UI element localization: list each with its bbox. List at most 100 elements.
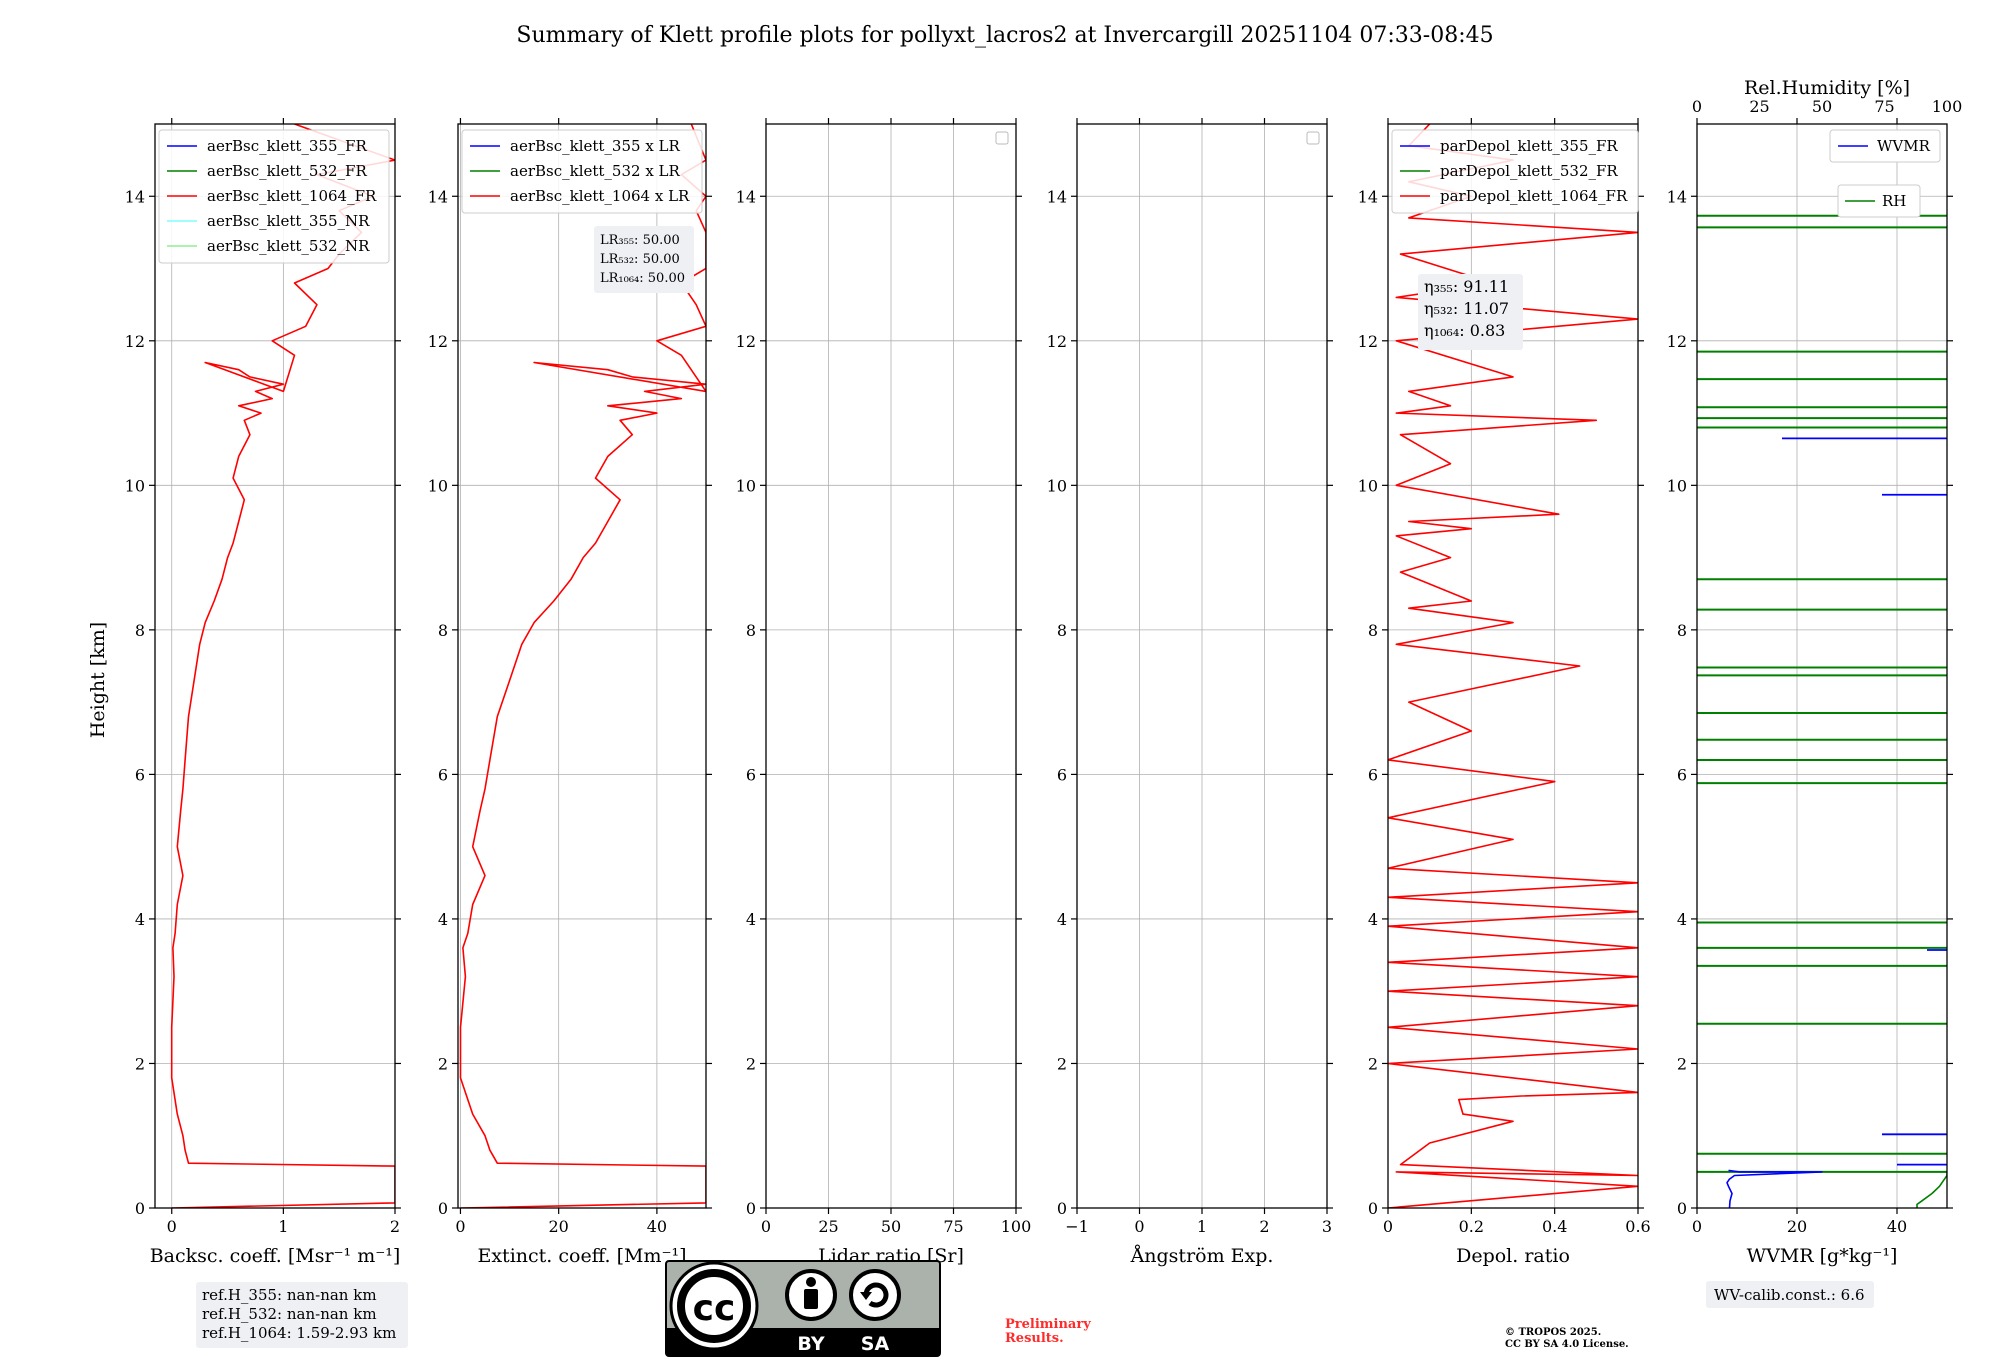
x-tick-label: 0	[167, 1217, 177, 1236]
annotation-box: LR₃₅₅: 50.00 LR₅₃₂: 50.00 LR₁₀₆₄: 50.00	[594, 226, 694, 293]
y-tick-label: 2	[1677, 1054, 1687, 1073]
share-alike-icon	[849, 1269, 901, 1321]
legend-label: aerBsc_klett_532 x LR	[510, 162, 681, 180]
y-tick-label: 14	[428, 187, 448, 206]
legend-label: parDepol_klett_532_FR	[1440, 162, 1618, 180]
legend-label: aerBsc_klett_1064_FR	[207, 187, 377, 205]
y-tick-label: 6	[135, 765, 145, 784]
y-tick-label: 8	[746, 621, 756, 640]
x-tick-label: 20	[1787, 1217, 1807, 1236]
y-tick-label: 4	[1677, 910, 1687, 929]
y-tick-label: 10	[1667, 476, 1687, 495]
x-tick-label: 0	[1383, 1217, 1393, 1236]
y-tick-label: 12	[1667, 332, 1687, 351]
annotation-text: η₁₀₆₄: 0.83	[1424, 321, 1505, 340]
legend-label: parDepol_klett_355_FR	[1440, 137, 1618, 155]
x-tick-label: 25	[818, 1217, 838, 1236]
y-tick-label: 6	[746, 765, 756, 784]
tropos-line-2: CC BY SA 4.0 License.	[1505, 1339, 1629, 1350]
tropos-line-1: © TROPOS 2025.	[1505, 1327, 1602, 1338]
x-axis-label: Depol. ratio	[1456, 1245, 1570, 1267]
legend: WVMR	[1829, 129, 1941, 163]
ref-height-1064: ref.H_1064: 1.59-2.93 km	[202, 1324, 396, 1342]
series-line-aerBsc_klett_1064 x LR	[459, 124, 706, 1208]
license-sa-label: SA	[861, 1333, 890, 1355]
x-axis-label: Ångström Exp.	[1130, 1245, 1274, 1267]
y-tick-label: 14	[1667, 187, 1687, 206]
y-tick-label: 0	[1057, 1199, 1067, 1218]
series-group	[459, 124, 706, 1208]
legend-label: aerBsc_klett_532_NR	[207, 237, 370, 255]
ref-height-532: ref.H_532: nan-nan km	[202, 1305, 377, 1323]
legend-box	[1829, 129, 1941, 163]
y-tick-label: 0	[438, 1199, 448, 1218]
cc-by-sa-badge[interactable]: cc BY SA	[665, 1260, 941, 1357]
wv-calib-text: WV-calib.const.: 6.6	[1714, 1286, 1865, 1304]
wvmr-panel: 0 20 40 0 2 4 6 8 10 12 14 WVMR [g*kg⁻¹] 0 25 50 75 100 R…	[1667, 77, 1963, 1267]
x-tick-label: 40	[647, 1217, 667, 1236]
axes-frame	[154, 123, 396, 1209]
legend-label: aerBsc_klett_355_FR	[207, 137, 367, 155]
annotation-text: η₅₃₂: 11.07	[1424, 299, 1509, 318]
annotation-bg	[1418, 274, 1523, 350]
annotation-text: η₃₅₅: 91.11	[1424, 277, 1509, 296]
y-tick-label: 4	[438, 910, 448, 929]
series-line-aerBsc_klett_1064_FR	[170, 124, 395, 1208]
depol-panel: 0 0.2 0.4 0.6 0 2 4 6 8 10 12 14 Depol. ratio parDepo…	[1358, 118, 1651, 1267]
y-tick-label: 0	[135, 1199, 145, 1218]
y-tick-label: 14	[1047, 187, 1067, 206]
series-group	[1697, 214, 1947, 1208]
axes-frame	[1387, 123, 1639, 1209]
series-group	[170, 124, 395, 1208]
y-tick-label: 12	[428, 332, 448, 351]
x-axis-label: Extinct. coeff. [Mm⁻¹]	[477, 1245, 686, 1267]
x-tick-label: 0	[1134, 1217, 1144, 1236]
y-tick-label: 4	[135, 910, 145, 929]
x-tick-label: 0	[761, 1217, 771, 1236]
y-tick-label: 0	[746, 1199, 756, 1218]
legend-label: aerBsc_klett_532_FR	[207, 162, 367, 180]
wv-calib-box: WV-calib.const.: 6.6	[1706, 1281, 1874, 1308]
x-tick-label: 40	[1887, 1217, 1907, 1236]
x-tick-label: 0	[1692, 1217, 1702, 1236]
y-tick-label: 4	[1057, 910, 1067, 929]
x-axis-label: Backsc. coeff. [Msr⁻¹ m⁻¹]	[150, 1245, 401, 1267]
axes-frame	[1696, 123, 1948, 1209]
annotation-text: LR₁₀₆₄: 50.00	[600, 271, 685, 286]
legend-box	[158, 129, 390, 264]
y-tick-label: 14	[125, 187, 145, 206]
ref-height-box: ref.H_355: nan-nan km ref.H_532: nan-nan…	[196, 1282, 408, 1348]
legend: parDepol_klett_355_FR parDepol_klett_532_…	[1391, 129, 1639, 214]
y-tick-label: 12	[1358, 332, 1378, 351]
y-tick-label: 8	[1677, 621, 1687, 640]
ref-height-355: ref.H_355: nan-nan km	[202, 1286, 377, 1304]
top-tick-label: 50	[1812, 97, 1832, 116]
x-tick-label: 0.6	[1625, 1217, 1650, 1236]
y-tick-label: 14	[736, 187, 756, 206]
x-tick-label: 50	[881, 1217, 901, 1236]
x-axis-label: WVMR [g*kg⁻¹]	[1747, 1245, 1898, 1267]
annotation-text: LR₃₅₅: 50.00	[600, 233, 680, 248]
top-tick-label: 0	[1692, 97, 1702, 116]
y-tick-label: 4	[746, 910, 756, 929]
x-tick-label: 75	[943, 1217, 963, 1236]
annotation-box: η₃₅₅: 91.11 η₅₃₂: 11.07 η₁₀₆₄: 0.83	[1418, 274, 1523, 350]
y-tick-label: 0	[1677, 1199, 1687, 1218]
y-tick-label: 10	[1358, 476, 1378, 495]
legend: aerBsc_klett_355 x LR aerBsc_klett_532 x …	[461, 129, 703, 214]
legend-label: aerBsc_klett_1064 x LR	[510, 187, 690, 205]
legend-label: WVMR	[1877, 137, 1931, 155]
x-tick-label: 2	[390, 1217, 400, 1236]
y-tick-label: 8	[438, 621, 448, 640]
license-by-label: BY	[797, 1333, 824, 1355]
legend-label: RH	[1882, 192, 1906, 210]
x-tick-label: 1	[278, 1217, 288, 1236]
y-tick-label: 2	[1057, 1054, 1067, 1073]
x-tick-label: 3	[1322, 1217, 1332, 1236]
x-tick-label: 1	[1197, 1217, 1207, 1236]
y-tick-label: 6	[1677, 765, 1687, 784]
y-tick-label: 10	[428, 476, 448, 495]
y-tick-label: 12	[1047, 332, 1067, 351]
